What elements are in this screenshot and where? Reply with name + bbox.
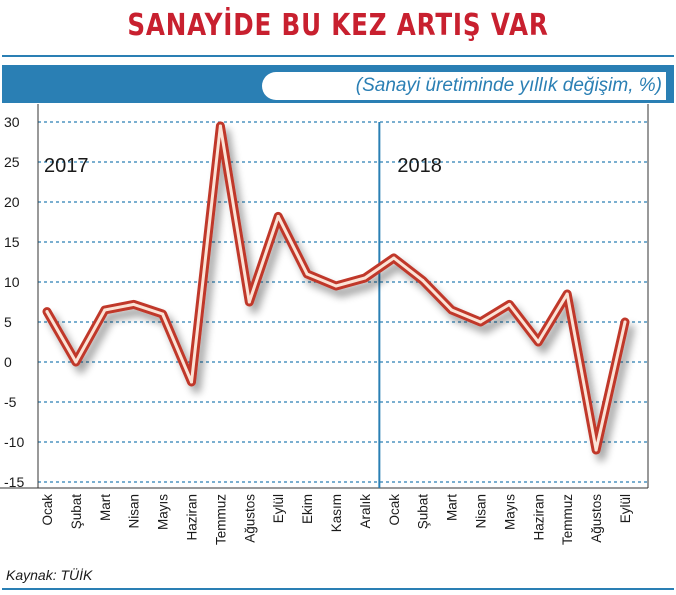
year-label-2018: 2018	[397, 155, 442, 177]
x-tick-label: Ağustos	[589, 494, 604, 543]
data-point	[507, 302, 511, 306]
x-tick-label: Mart	[445, 494, 460, 521]
data-point	[190, 380, 193, 384]
x-tick-label: Aralık	[358, 494, 373, 529]
x-tick-label: Ekim	[300, 494, 315, 524]
x-tick-label: Ocak	[40, 494, 55, 526]
y-tick-label: 0	[4, 354, 12, 370]
x-tick-label: Ocak	[387, 494, 402, 526]
x-tick-label: Mayıs	[156, 494, 171, 530]
x-tick-label: Eylül	[271, 494, 286, 523]
x-tick-label: Temmuz	[560, 494, 575, 545]
data-point	[161, 312, 165, 316]
x-tick-label: Temmuz	[213, 494, 228, 545]
bottom-rule	[2, 588, 674, 590]
x-tick-label: Şubat	[69, 494, 84, 530]
chart-subtitle: (Sanayi üretiminde yıllık değişim, %)	[355, 75, 662, 96]
y-tick-label: 15	[4, 234, 20, 250]
y-tick-label: -5	[4, 394, 17, 410]
source-note: Kaynak: TÜİK	[6, 567, 93, 583]
data-point	[132, 302, 136, 306]
chart-title: SANAYİDE BU KEZ ARTIŞ VAR	[127, 8, 549, 43]
data-point	[479, 320, 482, 324]
data-point	[450, 308, 454, 312]
x-tick-label: Ağustos	[242, 494, 257, 543]
y-tick-label: 30	[4, 114, 20, 130]
data-point	[74, 360, 78, 364]
x-tick-label: Mart	[98, 494, 113, 521]
data-point	[334, 284, 338, 288]
x-tick-label: Nisan	[127, 494, 142, 529]
data-point	[565, 292, 569, 296]
x-tick-label: Eylül	[618, 494, 633, 523]
y-tick-label: 5	[4, 314, 12, 330]
data-point	[247, 300, 251, 304]
top-rule	[2, 55, 674, 57]
x-tick-label: Mayıs	[502, 494, 517, 530]
x-tick-label: Haziran	[531, 494, 546, 541]
x-tick-label: Şubat	[416, 494, 431, 530]
x-tick-label: Haziran	[185, 494, 200, 541]
data-point	[103, 308, 107, 312]
y-tick-label: 20	[4, 194, 20, 210]
axes	[0, 104, 649, 489]
line-chart: 30 25 20 15 10 5 0 -5 -10 -15 Ocak Şubat Mart Nisan M…	[0, 104, 649, 545]
data-point	[536, 340, 540, 344]
subtitle-box	[262, 72, 666, 100]
y-tick-label: -15	[4, 474, 24, 490]
y-tick-label: 25	[4, 154, 20, 170]
x-tick-label: Kasım	[329, 494, 344, 532]
data-point	[392, 256, 396, 260]
x-tick-label: Nisan	[474, 494, 489, 529]
data-point	[218, 124, 222, 128]
y-tick-label: -10	[4, 434, 24, 450]
y-tick-labels: 30 25 20 15 10 5 0 -5 -10 -15	[4, 114, 24, 490]
data-point	[305, 272, 309, 276]
y-tick-label: 10	[4, 274, 20, 290]
data-point	[45, 310, 49, 314]
data-point	[363, 276, 367, 280]
year-labels: 2017 2018	[44, 155, 442, 177]
data-point	[594, 448, 598, 452]
series-line	[42, 121, 630, 455]
x-tick-labels: Ocak Şubat Mart Nisan Mayıs Haziran Temmuz Ağus…	[40, 494, 633, 545]
year-label-2017: 2017	[44, 155, 89, 177]
data-point	[421, 278, 425, 282]
data-point	[623, 320, 627, 324]
data-point	[276, 214, 280, 218]
